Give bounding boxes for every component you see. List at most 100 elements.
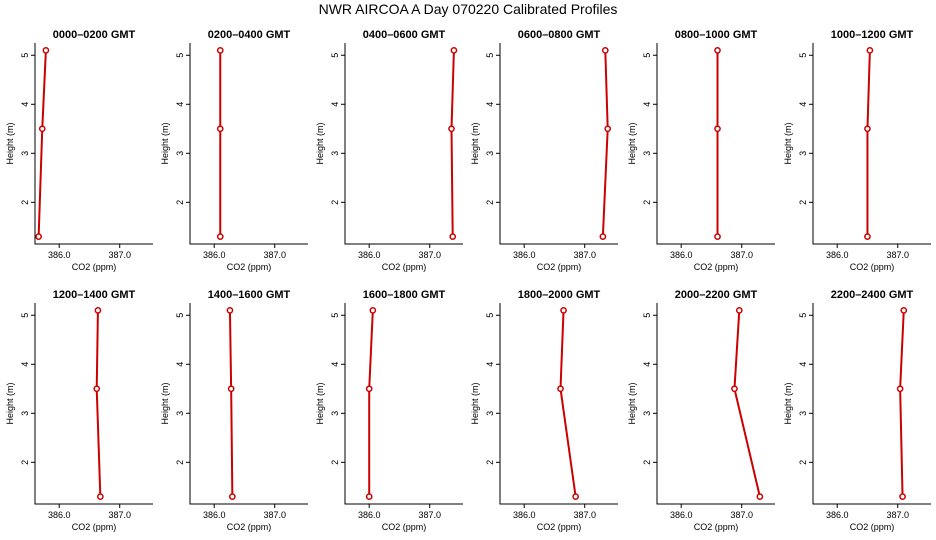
- y-tick-label: 4: [798, 362, 808, 367]
- panel-title: 1200–1400 GMT: [53, 289, 136, 301]
- y-tick-label: 2: [330, 200, 340, 205]
- data-point: [216, 233, 224, 240]
- data-point: [601, 47, 609, 54]
- x-tick-label: 387.0: [418, 250, 441, 260]
- x-tick-label: 387.0: [573, 510, 596, 520]
- y-axis-label: Height (m): [5, 122, 15, 164]
- x-tick-label: 386.0: [513, 510, 536, 520]
- panel-8: 1400–1600 GMT 2 3 4 5 386.0 387.0 CO2 (ppm) Heig…: [160, 289, 308, 532]
- y-tick-label: 4: [485, 102, 495, 107]
- x-axis-label: CO2 (ppm): [382, 262, 427, 272]
- data-point: [756, 493, 764, 500]
- y-tick-label: 4: [175, 362, 185, 367]
- y-tick-label: 5: [798, 313, 808, 318]
- x-axis-label: CO2 (ppm): [72, 262, 117, 272]
- axes-frame: [812, 43, 931, 245]
- panel-title: 0200–0400 GMT: [208, 29, 291, 41]
- panel-6: 1000–1200 GMT 2 3 4 5 386.0 387.0 CO2 (ppm) Heig…: [783, 29, 931, 272]
- profile-line: [866, 50, 871, 237]
- y-tick-label: 2: [798, 200, 808, 205]
- y-tick-label: 3: [798, 411, 808, 416]
- x-tick-label: 387.0: [263, 250, 286, 260]
- data-point: [560, 307, 567, 314]
- data-point: [864, 233, 871, 240]
- profile-line: [450, 50, 455, 237]
- y-tick-label: 2: [175, 460, 185, 465]
- figure-title: NWR AIRCOA A Day 070220 Calibrated Profi…: [319, 1, 618, 17]
- y-tick-label: 5: [330, 313, 340, 318]
- y-tick-label: 5: [330, 53, 340, 58]
- panel-title: 1800–2000 GMT: [518, 289, 601, 301]
- x-tick-label: 387.0: [730, 510, 753, 520]
- x-tick-label: 386.0: [358, 510, 381, 520]
- y-tick-label: 3: [175, 411, 185, 416]
- x-axis-label: CO2 (ppm): [694, 262, 739, 272]
- axes-frame: [499, 303, 618, 505]
- data-point: [369, 307, 377, 314]
- data-point: [599, 233, 607, 240]
- panel-2: 0200–0400 GMT 2 3 4 5 386.0 387.0 CO2 (ppm) Heig…: [160, 29, 308, 272]
- x-tick-label: 386.0: [203, 510, 226, 520]
- x-tick-label: 386.0: [826, 250, 849, 260]
- panel-title: 0400–0600 GMT: [363, 29, 446, 41]
- y-tick-label: 3: [175, 151, 185, 156]
- data-point: [365, 493, 373, 500]
- panel-9: 1600–1800 GMT 2 3 4 5 386.0 387.0 CO2 (ppm) Heig…: [315, 289, 463, 532]
- x-axis-label: CO2 (ppm): [227, 262, 272, 272]
- y-tick-label: 5: [20, 53, 30, 58]
- data-point: [731, 385, 738, 393]
- y-tick-label: 3: [642, 411, 652, 416]
- profile-line: [228, 310, 234, 497]
- y-tick-label: 4: [330, 102, 340, 107]
- x-tick-label: 387.0: [730, 250, 753, 260]
- data-point: [714, 47, 721, 54]
- y-tick-label: 5: [485, 53, 495, 58]
- data-point: [42, 47, 50, 54]
- axes-frame: [189, 303, 308, 505]
- x-tick-label: 386.0: [513, 250, 536, 260]
- panel-title: 0000–0200 GMT: [53, 29, 136, 41]
- y-axis-label: Height (m): [160, 382, 170, 424]
- x-axis-label: CO2 (ppm): [382, 522, 427, 532]
- data-point: [866, 47, 874, 54]
- y-tick-label: 3: [330, 151, 340, 156]
- x-tick-label: 386.0: [358, 250, 381, 260]
- panel-10: 1800–2000 GMT 2 3 4 5 386.0 387.0 CO2 (ppm) Heig…: [470, 289, 618, 532]
- profile-line: [559, 310, 577, 497]
- x-axis-label: CO2 (ppm): [850, 262, 895, 272]
- panel-7: 1200–1400 GMT 2 3 4 5 386.0 387.0 CO2 (ppm) Heig…: [5, 289, 153, 532]
- profile-line: [601, 50, 609, 237]
- x-tick-label: 387.0: [108, 510, 131, 520]
- panels-grid: 0000–0200 GMT 2 3 4 5 386.0 387.0 CO2 (ppm) Heig…: [5, 29, 931, 532]
- y-tick-label: 5: [20, 313, 30, 318]
- axes-frame: [34, 43, 153, 245]
- x-axis-label: CO2 (ppm): [537, 522, 582, 532]
- x-tick-label: 387.0: [573, 250, 596, 260]
- y-axis-label: Height (m): [315, 122, 325, 164]
- x-axis-label: CO2 (ppm): [850, 522, 895, 532]
- data-point: [572, 493, 579, 500]
- panel-4: 0600–0800 GMT 2 3 4 5 386.0 387.0 CO2 (ppm) Heig…: [470, 29, 618, 272]
- y-tick-label: 4: [20, 362, 30, 367]
- axes-frame: [656, 303, 775, 505]
- y-tick-label: 2: [485, 460, 495, 465]
- data-point: [97, 493, 104, 500]
- y-tick-label: 5: [175, 313, 185, 318]
- y-tick-label: 4: [798, 102, 808, 107]
- y-tick-label: 4: [175, 102, 185, 107]
- x-tick-label: 386.0: [48, 510, 71, 520]
- x-axis-label: CO2 (ppm): [537, 262, 582, 272]
- x-axis-label: CO2 (ppm): [72, 522, 117, 532]
- panel-3: 0400–0600 GMT 2 3 4 5 386.0 387.0 CO2 (ppm) Heig…: [315, 29, 463, 272]
- data-point: [714, 125, 721, 133]
- y-tick-label: 4: [485, 362, 495, 367]
- y-tick-label: 5: [642, 53, 652, 58]
- axes-frame: [499, 43, 618, 245]
- data-point: [216, 47, 224, 54]
- data-point: [899, 493, 906, 500]
- data-point: [450, 47, 458, 54]
- profile-line: [95, 310, 102, 497]
- axes-frame: [656, 43, 775, 245]
- y-tick-label: 3: [485, 411, 495, 416]
